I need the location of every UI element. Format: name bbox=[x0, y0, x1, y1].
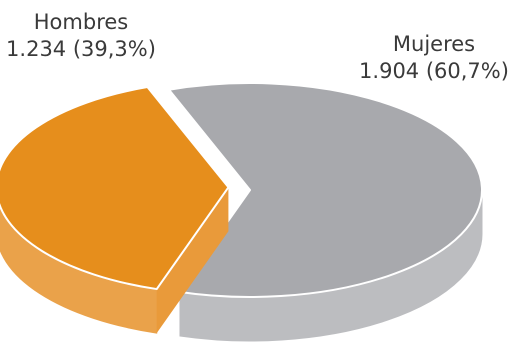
slice-name-mujeres: Mujeres bbox=[392, 32, 476, 56]
pie-slice-mujeres bbox=[168, 82, 483, 342]
slice-value-hombres: 1.234 (39,3%) bbox=[6, 37, 156, 61]
pie-cut-face-hombres bbox=[156, 187, 229, 334]
slice-label-mujeres: Mujeres 1.904 (60,7%) bbox=[352, 31, 511, 85]
pie-top-mujeres bbox=[168, 82, 483, 298]
pie-slice-hombres bbox=[0, 86, 230, 334]
slice-value-mujeres: 1.904 (60,7%) bbox=[359, 59, 509, 83]
slice-label-hombres: Hombres 1.234 (39,3%) bbox=[0, 9, 162, 63]
pie-group bbox=[0, 82, 483, 342]
pie-top-hombres bbox=[0, 86, 230, 291]
slice-name-hombres: Hombres bbox=[33, 10, 129, 34]
